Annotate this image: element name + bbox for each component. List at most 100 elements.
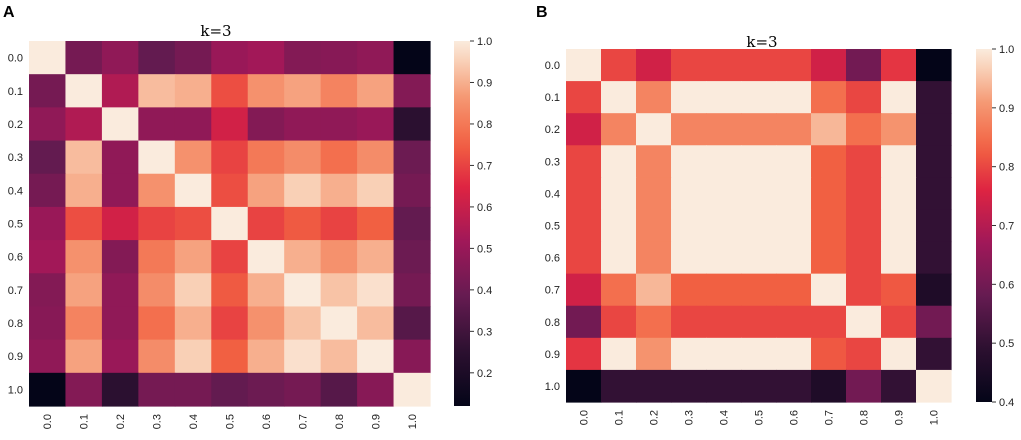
heatmap-cell	[284, 41, 322, 75]
heatmap-cell	[65, 74, 103, 108]
heatmap-cell	[636, 305, 672, 339]
heatmap-cell	[284, 173, 322, 208]
heatmap-cell	[101, 372, 139, 407]
heatmap-cell	[284, 273, 322, 308]
heatmap-cell	[138, 339, 176, 374]
heatmap-cell	[284, 206, 322, 241]
y-tick-label: 0.8	[8, 318, 23, 330]
heatmap-cell	[671, 241, 707, 275]
heatmap-cell	[811, 337, 847, 371]
heatmap-cell	[247, 306, 285, 341]
heatmap-cell	[174, 339, 212, 374]
colorbar	[454, 41, 470, 406]
heatmap-cell	[101, 306, 139, 341]
heatmap-cell	[247, 206, 285, 241]
heatmap-cell	[706, 273, 742, 307]
heatmap-cell	[284, 240, 322, 274]
heatmap-cell	[601, 337, 637, 371]
colorbar-tick-label: 0.8	[477, 119, 492, 131]
heatmap-cell	[101, 41, 139, 75]
heatmap-cell	[29, 173, 67, 208]
heatmap-cell	[174, 140, 212, 175]
colorbar	[976, 49, 992, 402]
heatmap-cell	[741, 305, 777, 339]
heatmap-cell	[706, 305, 742, 339]
heatmap-cell	[101, 339, 139, 374]
heatmap-cell	[320, 140, 358, 175]
x-tick-label: 0.9	[370, 414, 382, 429]
colorbar-tick-label: 0.7	[999, 221, 1014, 233]
heatmap-cell	[881, 113, 917, 146]
heatmap-cell	[776, 113, 812, 146]
heatmap-cell	[320, 41, 358, 75]
heatmap-cell	[741, 369, 777, 403]
heatmap-cell	[357, 41, 395, 75]
heatmap-cell	[320, 107, 358, 142]
colorbar-tick-label: 0.4	[999, 397, 1014, 409]
heatmap-cell	[601, 241, 637, 275]
heatmap-cell	[741, 337, 777, 371]
y-tick-label: 0.9	[545, 349, 560, 361]
heatmap-cell	[138, 240, 176, 274]
heatmap-cell	[247, 74, 285, 108]
heatmap-cell	[881, 305, 917, 339]
heatmap-cell	[566, 241, 602, 275]
heatmap-cell	[393, 306, 431, 341]
heatmap-cell	[601, 49, 637, 82]
heatmap-cell	[846, 369, 882, 403]
heatmap-cell	[247, 107, 285, 142]
heatmap-cell	[101, 74, 139, 108]
y-tick-label: 0.9	[8, 351, 23, 363]
y-tick-label: 0.5	[545, 221, 560, 233]
heatmap-cell	[636, 177, 672, 211]
heatmap-cell	[393, 339, 431, 374]
heatmap-cell	[811, 369, 847, 403]
heatmap-cell	[881, 49, 917, 82]
heatmap-cell	[211, 339, 249, 374]
heatmap-cell	[636, 81, 672, 114]
x-tick-label: 0.0	[42, 414, 54, 429]
heatmap-cell	[671, 49, 707, 82]
heatmap-cell	[811, 145, 847, 178]
heatmap-cell	[284, 107, 322, 142]
y-tick-label: 0.3	[545, 156, 560, 168]
heatmap-cell	[284, 74, 322, 108]
y-tick-label: 0.4	[545, 188, 560, 200]
heatmap-cell	[636, 369, 672, 403]
heatmap-cell	[211, 140, 249, 175]
heatmap-cell	[566, 177, 602, 211]
x-tick-label: 0.4	[719, 410, 731, 425]
heatmap-cell	[174, 273, 212, 308]
heatmap-cell	[566, 81, 602, 114]
heatmap-cell	[916, 209, 952, 243]
colorbar-tick-label: 0.6	[999, 279, 1014, 291]
heatmap-cell	[320, 74, 358, 108]
colorbar-tick-label: 0.5	[999, 338, 1014, 350]
heatmap-cell	[357, 372, 395, 407]
heatmap-cell	[101, 140, 139, 175]
heatmap-cell	[393, 140, 431, 175]
heatmap-cell	[65, 306, 103, 341]
heatmap-cell	[247, 41, 285, 75]
heatmap-cell	[566, 369, 602, 403]
heatmap-cell	[29, 74, 67, 108]
colorbar-tick-label: 1.0	[999, 44, 1014, 56]
heatmap-cell	[138, 372, 176, 407]
x-tick-label: 0.6	[789, 410, 801, 425]
heatmap-cell	[636, 337, 672, 371]
heatmap-cell	[846, 145, 882, 178]
x-tick-label: 0.5	[754, 410, 766, 425]
heatmap-cell	[811, 113, 847, 146]
heatmap-cell	[65, 173, 103, 208]
heatmap-cell	[846, 49, 882, 82]
heatmap-cell	[881, 369, 917, 403]
heatmap-cell	[174, 206, 212, 241]
heatmap-cell	[174, 41, 212, 75]
colorbar-tick-label: 0.3	[477, 326, 492, 338]
x-tick-label: 0.5	[225, 414, 237, 429]
heatmap-cell	[601, 273, 637, 307]
heatmap-cell	[776, 241, 812, 275]
heatmap-cell	[916, 241, 952, 275]
x-tick-label: 0.2	[115, 414, 127, 429]
heatmap-cell	[29, 206, 67, 241]
